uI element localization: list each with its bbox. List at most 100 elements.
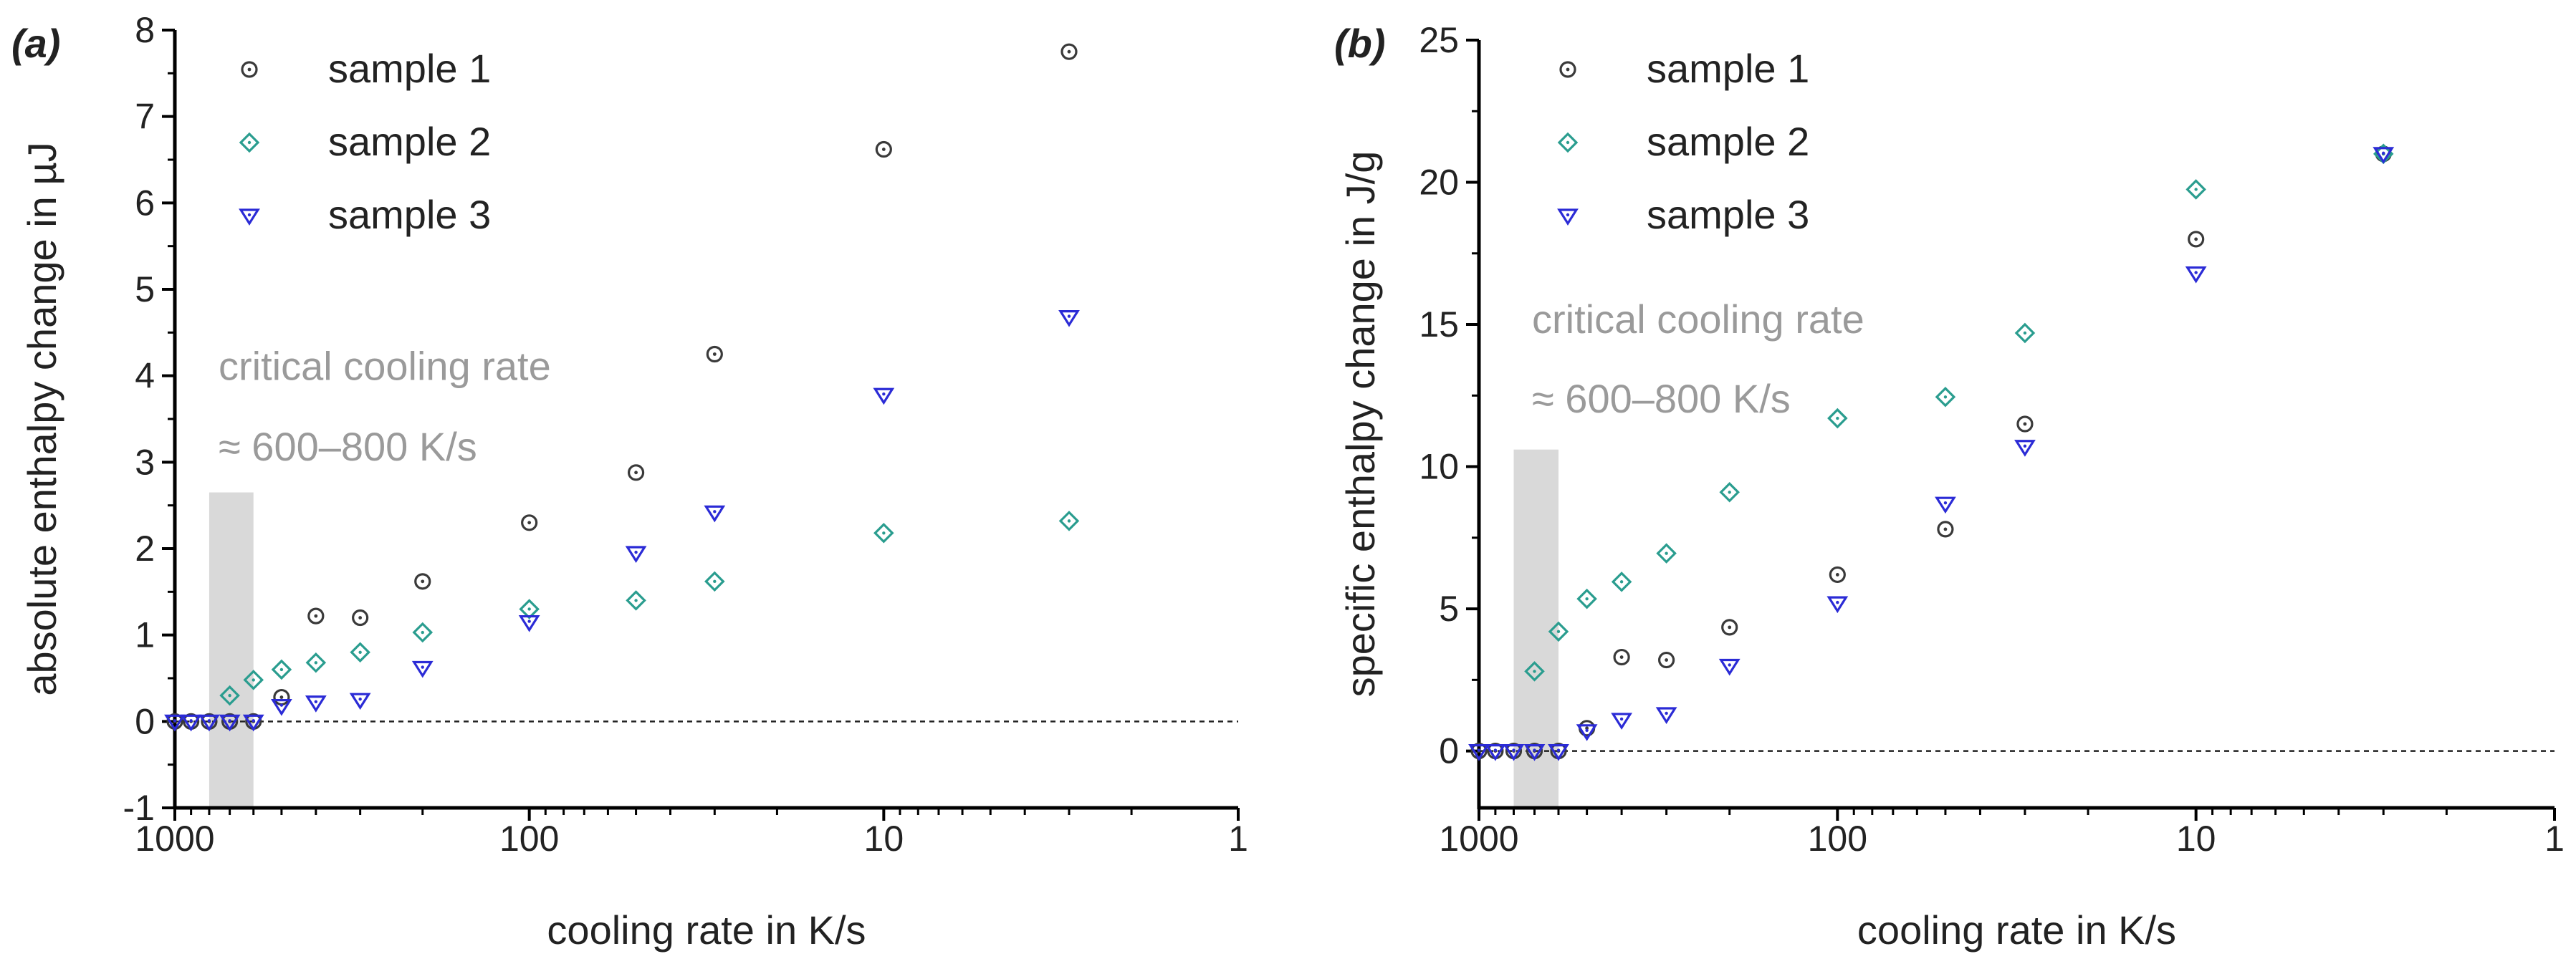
critical-rate-range: ≈ 600–800 K/s (1532, 376, 1791, 421)
legend-marker-3 (1557, 208, 1579, 226)
data-point-s3-12-shape (2185, 266, 2207, 284)
x-tick-label: 100 (1808, 819, 1867, 859)
data-point-s2-7 (626, 590, 646, 611)
data-point-s3-7 (349, 693, 371, 710)
data-point-s2-6-dot (527, 607, 531, 611)
data-point-s1-9-dot (527, 521, 532, 525)
data-point-s1-6 (1613, 648, 1630, 666)
y-tick-label: 0 (1439, 731, 1459, 771)
data-point-s3-3-dot (1533, 748, 1536, 752)
data-point-s3-4-shape (1548, 743, 1569, 761)
x-axis-label: cooling rate in K/s (1857, 907, 2176, 953)
legend-marker-1-ring (241, 61, 258, 78)
data-point-s2-6 (519, 599, 540, 620)
data-point-s2-3-shape (305, 652, 327, 673)
legend-marker-2-dot (1566, 140, 1570, 145)
data-point-s3-6-shape (1611, 713, 1633, 730)
legend-label-3: sample 3 (328, 192, 491, 237)
data-point-s3-1 (180, 714, 202, 732)
data-point-s3-3-shape (1523, 743, 1546, 761)
data-point-s2-8 (704, 571, 725, 592)
data-point-s3-9 (518, 614, 540, 632)
legend-marker-1 (1559, 61, 1576, 78)
legend-label-1: sample 1 (1647, 46, 1809, 91)
data-point-s3-5-shape (1576, 724, 1598, 741)
data-point-s1-7-ring (352, 609, 369, 627)
data-point-s1-10-dot (1943, 527, 1948, 531)
data-point-s3-5-shape (271, 699, 292, 716)
data-point-s3-2-shape (198, 714, 220, 732)
y-tick-label: 10 (1419, 447, 1459, 487)
panel-label: (b) (1334, 21, 1386, 66)
data-point-s3-6-dot (314, 700, 318, 703)
data-point-s2-5 (412, 622, 434, 643)
y-tick-label: 5 (1439, 589, 1459, 629)
data-point-s2-2-dot (1585, 597, 1589, 601)
data-point-s3-6-shape (305, 695, 327, 713)
data-point-s1-12-dot (881, 148, 886, 151)
data-point-s1-6 (307, 607, 325, 625)
y-tick-label: 7 (135, 97, 155, 137)
data-point-s2-3-shape (1611, 572, 1632, 592)
legend-label-3: sample 3 (1647, 192, 1809, 237)
data-point-s3-12 (2185, 266, 2207, 284)
y-tick-label: -1 (123, 788, 155, 828)
y-axis-label: absolute enthalpy change in µJ (19, 142, 64, 695)
data-point-s3-1-shape (180, 714, 202, 732)
y-tick-label: 0 (135, 701, 155, 741)
legend-label-1: sample 1 (328, 46, 491, 91)
data-point-s2-9 (2185, 179, 2206, 200)
data-point-s3-6-dot (1619, 717, 1624, 721)
x-tick-label: 1 (1228, 819, 1248, 859)
data-point-s3-9-shape (518, 614, 540, 632)
data-point-s1-7 (1658, 651, 1675, 669)
data-point-s1-5-dot (279, 695, 284, 699)
data-point-s1-12-ring (875, 140, 892, 158)
data-point-s2-7 (1935, 387, 1956, 408)
data-point-s3-0-dot (1477, 748, 1481, 752)
data-point-s1-8-ring (1721, 619, 1738, 636)
data-point-s2-1-shape (1548, 621, 1569, 642)
data-point-s3-12 (873, 387, 895, 405)
data-point-s1-11 (2016, 415, 2034, 433)
data-point-s1-10-ring (1937, 521, 1954, 538)
data-point-s2-4-shape (1656, 543, 1677, 564)
data-point-s3-8-dot (421, 665, 424, 669)
data-point-s3-5-dot (1585, 728, 1589, 732)
legend-marker-3-shape (1557, 208, 1579, 226)
data-point-s3-13-dot (1067, 314, 1071, 318)
data-point-s2-8-shape (2014, 322, 2036, 344)
data-point-s3-13-dot (2382, 151, 2385, 155)
y-tick-label: 15 (1419, 304, 1459, 344)
y-tick-label: 5 (135, 269, 155, 309)
data-point-s2-0-dot (1533, 670, 1536, 673)
data-point-s2-10-shape (1058, 511, 1080, 531)
data-point-s3-9-shape (1826, 596, 1849, 614)
y-tick-label: 4 (135, 356, 155, 396)
x-tick-label: 1 (2544, 819, 2565, 859)
data-point-s2-3 (1611, 572, 1632, 592)
data-point-s2-0-shape (219, 685, 240, 706)
data-point-s1-11-ring (2016, 415, 2034, 433)
y-tick-label: 25 (1419, 20, 1459, 60)
data-point-s1-9 (1829, 566, 1846, 584)
x-tick-label: 10 (2176, 819, 2216, 859)
data-point-s1-11-dot (712, 352, 717, 356)
data-point-s3-11-shape (2014, 440, 2036, 457)
data-point-s1-7-ring (1658, 651, 1675, 669)
y-tick-label: 2 (135, 529, 155, 569)
data-point-s3-2-dot (207, 719, 211, 723)
data-point-s2-8-shape (704, 571, 725, 592)
data-point-s3-0-shape (1468, 743, 1490, 761)
data-point-s2-6 (1827, 408, 1848, 429)
data-point-s2-2-dot (279, 667, 284, 672)
data-point-s3-4 (242, 714, 264, 732)
data-point-s2-4-dot (358, 650, 362, 654)
data-point-s1-11-ring (706, 345, 723, 363)
data-point-s3-7-shape (349, 693, 371, 710)
data-point-s2-0 (219, 685, 240, 706)
data-point-s3-7 (1655, 707, 1677, 724)
data-point-s2-4-shape (350, 642, 370, 663)
data-point-s3-10 (1935, 496, 1956, 514)
